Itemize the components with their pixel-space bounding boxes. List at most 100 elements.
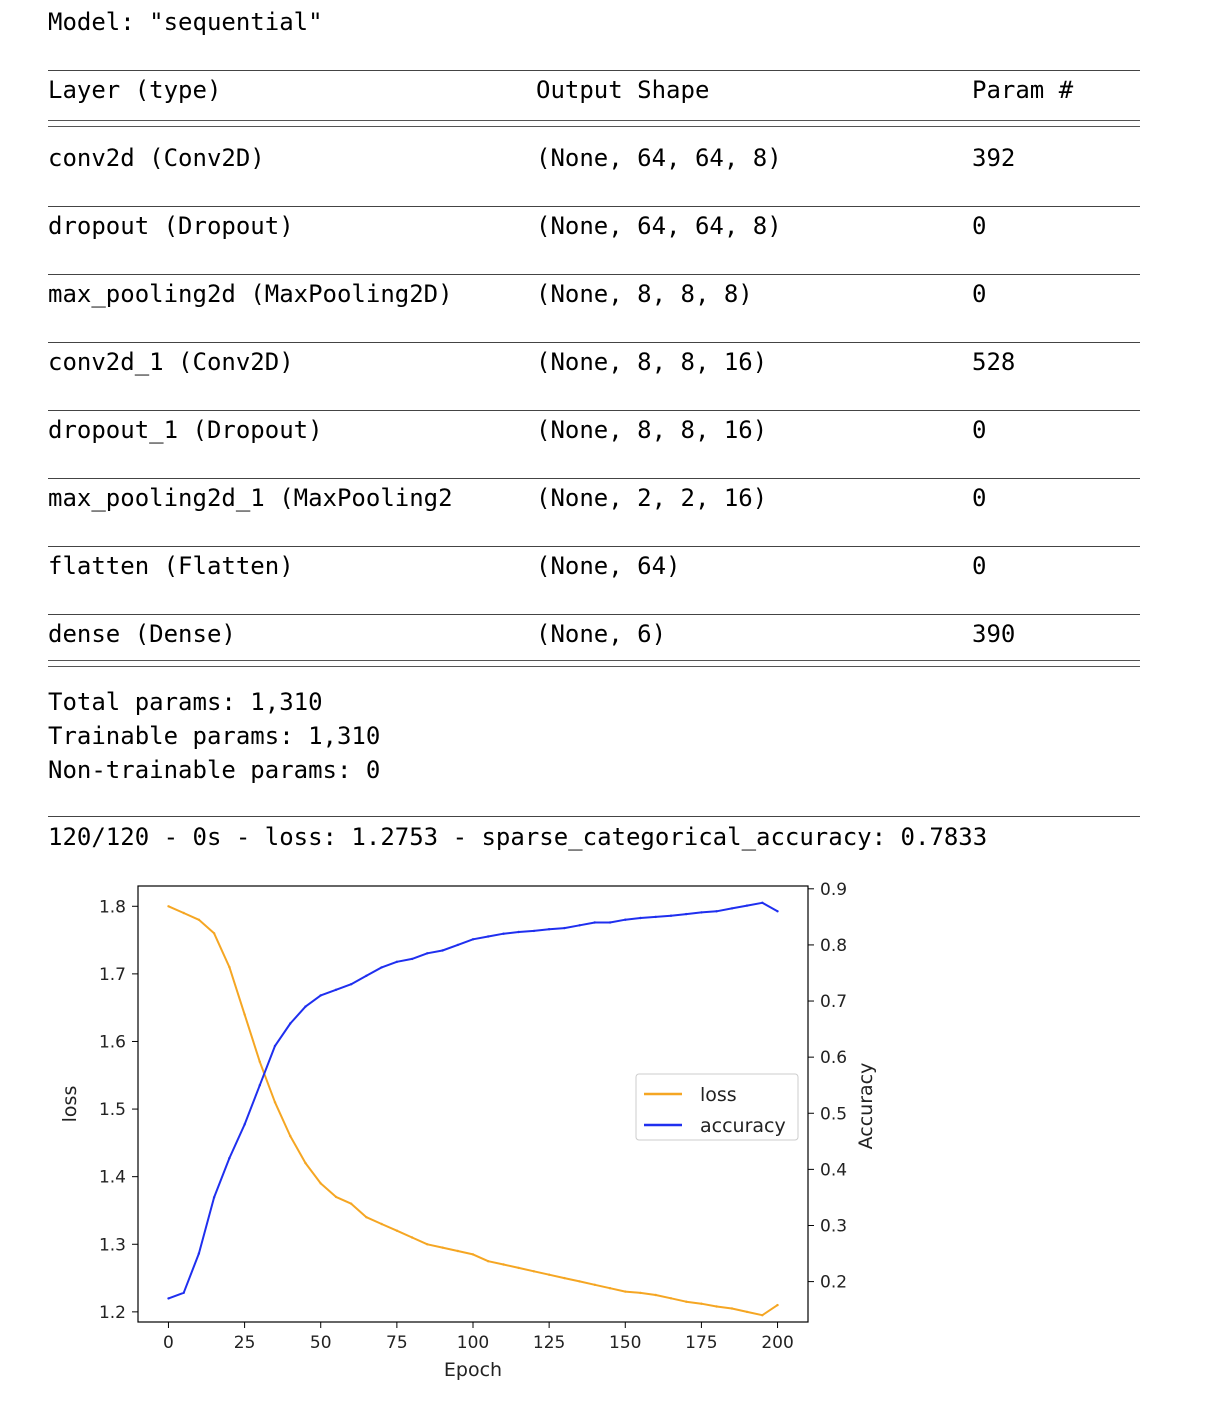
row-rule [48,546,1140,547]
row-layer: conv2d (Conv2D) [48,144,265,172]
loss-point [608,1287,612,1290]
right-tick-label: 0.9 [820,880,847,900]
accuracy-point [563,926,566,930]
row-shape: (None, 2, 2, 16) [536,484,768,512]
row-layer: flatten (Flatten) [48,552,294,580]
accuracy-point [334,988,338,991]
loss-point [212,932,216,935]
loss-point [258,1060,261,1063]
row-params: 392 [972,144,1016,172]
accuracy-point [745,904,749,907]
row-params: 528 [972,348,1016,376]
accuracy-point [502,932,505,935]
row-params: 0 [972,552,987,580]
row-rule [48,206,1140,207]
loss-point [776,1303,779,1307]
x-tick-label: 175 [685,1333,717,1353]
row-layer: max_pooling2d_1 (MaxPooling2 [48,484,453,512]
right-tick-label: 0.8 [820,936,847,956]
x-axis-label: Epoch [444,1359,502,1381]
accuracy-point [410,957,414,961]
row-shape: (None, 64) [536,552,681,580]
row-shape: (None, 64, 64, 8) [536,212,782,240]
loss-point [761,1314,764,1317]
row-shape: (None, 8, 8, 16) [536,348,768,376]
loss-point [502,1263,505,1266]
x-tick-label: 50 [310,1333,332,1353]
loss-point [532,1270,536,1273]
accuracy-point [532,929,536,933]
accuracy-point [487,935,490,938]
accuracy-point [685,912,688,916]
accuracy-point [608,921,612,924]
legend-entry-label: loss [700,1084,737,1106]
loss-point [334,1195,338,1199]
right-tick-label: 0.6 [820,1048,847,1068]
loss-point [547,1273,551,1276]
accuracy-point [258,1084,261,1087]
accuracy-point [517,930,520,934]
accuracy-point [471,938,475,941]
loss-point [304,1161,307,1165]
accuracy-point [395,960,399,963]
legend-entry-label: accuracy [700,1115,786,1137]
loss-point [197,918,201,921]
loss-point [654,1293,657,1297]
row-layer: dropout (Dropout) [48,212,294,240]
loss-point [273,1101,277,1104]
loss-point [319,1182,322,1185]
accuracy-point [228,1156,231,1160]
row-params: 0 [972,484,987,512]
left-tick-label: 1.8 [99,897,126,917]
row-shape: (None, 8, 8, 16) [536,416,768,444]
footer-double-rule [48,660,1140,667]
eval-rule [48,816,1140,817]
loss-point [228,965,231,969]
accuracy-point [624,918,627,921]
row-shape: (None, 6) [536,620,667,648]
loss-point [289,1134,292,1138]
accuracy-point [547,928,551,931]
row-rule [48,614,1140,615]
row-params: 0 [972,280,987,308]
loss-point [456,1249,459,1253]
loss-point [700,1302,703,1305]
loss-point [426,1243,429,1246]
accuracy-point [761,901,764,904]
accuracy-point [365,974,368,977]
left-tick-label: 1.4 [99,1168,126,1188]
accuracy-point [319,994,322,997]
accuracy-point [273,1044,277,1048]
left-tick-label: 1.5 [99,1100,126,1120]
header-layer: Layer (type) [48,76,222,104]
legend-box [635,1073,799,1141]
accuracy-point [182,1291,185,1294]
accuracy-point [197,1252,201,1255]
loss-point [669,1297,673,1300]
accuracy-point [243,1123,246,1126]
loss-point [380,1222,383,1226]
row-params: 390 [972,620,1016,648]
accuracy-point [289,1022,292,1025]
right-tick-label: 0.3 [820,1216,847,1236]
x-tick-label: 75 [386,1333,408,1353]
loss-point [410,1236,414,1239]
accuracy-point [304,1005,307,1008]
loss-point [745,1310,749,1314]
accuracy-point [776,910,779,913]
left-tick-label: 1.6 [99,1032,126,1052]
accuracy-point [212,1196,216,1199]
accuracy-point [167,1297,170,1300]
loss-point [517,1266,520,1270]
right-tick-label: 0.2 [820,1273,847,1293]
accuracy-point [426,952,429,955]
top-rule [48,70,1140,71]
non-trainable-params: Non-trainable params: 0 [48,756,381,784]
right-tick-label: 0.7 [820,992,847,1012]
row-layer: max_pooling2d (MaxPooling2D) [48,280,453,308]
legend: loss accuracy [635,1073,799,1141]
loss-point [593,1283,596,1286]
row-params: 0 [972,212,987,240]
loss-point [624,1290,627,1293]
trainable-params: Trainable params: 1,310 [48,722,381,750]
